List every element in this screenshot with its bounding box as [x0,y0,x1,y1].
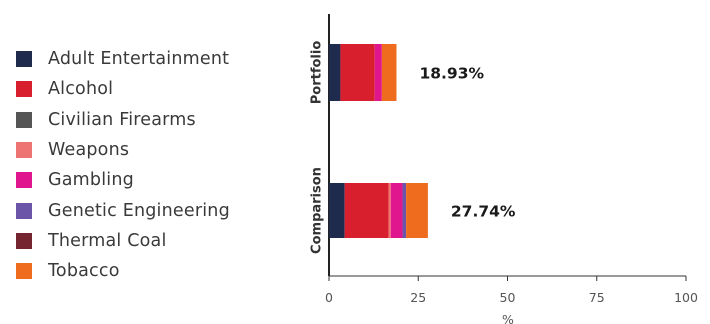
total-label-comparison: 27.74% [451,203,516,221]
legend-item-tobacco: Tobacco [16,256,230,286]
bar-segment-portfolio-alcohol [340,44,375,101]
legend-swatch [16,81,32,98]
x-tick-label: 100 [674,290,698,305]
x-tick-label: 25 [410,290,426,305]
legend-swatch [16,172,32,189]
x-tick-label: 50 [500,290,516,305]
legend-item-civilian-firearms: Civilian Firearms [16,105,230,135]
legend-label: Gambling [48,170,134,191]
bar-segment-comparison-adult-entertainment [329,183,345,238]
legend-item-genetic-engineering: Genetic Engineering [16,195,230,225]
legend-label: Thermal Coal [48,230,167,251]
bar-segment-comparison-gambling [390,183,403,238]
legend-swatch [16,111,32,128]
legend-swatch [16,202,32,219]
legend-label: Adult Entertainment [48,49,230,70]
bar-segment-comparison-tobacco [406,183,428,238]
legend-label: Tobacco [48,261,120,282]
legend-item-alcohol: Alcohol [16,74,230,104]
legend-label: Alcohol [48,79,114,100]
legend-item-gambling: Gambling [16,165,230,195]
x-tick-label: 0 [325,290,333,305]
legend-swatch [16,51,32,68]
bar-segment-comparison-alcohol [344,183,389,238]
legend-swatch [16,263,32,280]
legend-item-weapons: Weapons [16,135,230,165]
legend-label: Weapons [48,140,130,161]
legend-swatch [16,232,32,249]
x-tick-label: 75 [589,290,605,305]
chart-legend: Adult Entertainment Alcohol Civilian Fir… [16,44,230,286]
legend-item-thermal-coal: Thermal Coal [16,226,230,256]
bar-segment-portfolio-adult-entertainment [329,44,341,101]
bar-segment-comparison-genetic-engineering [402,183,407,238]
legend-label: Civilian Firearms [48,109,196,130]
bar-segment-portfolio-gambling [374,44,382,101]
category-label-comparison: Comparison [310,167,325,254]
bar-segment-portfolio-tobacco [381,44,397,101]
category-label-portfolio: Portfolio [310,41,325,105]
total-label-portfolio: 18.93% [419,65,484,83]
legend-label: Genetic Engineering [48,200,230,221]
legend-item-adult-entertainment: Adult Entertainment [16,44,230,74]
legend-swatch [16,142,32,159]
x-axis-title: % [502,312,514,324]
bar-segment-comparison-weapons [388,183,391,238]
